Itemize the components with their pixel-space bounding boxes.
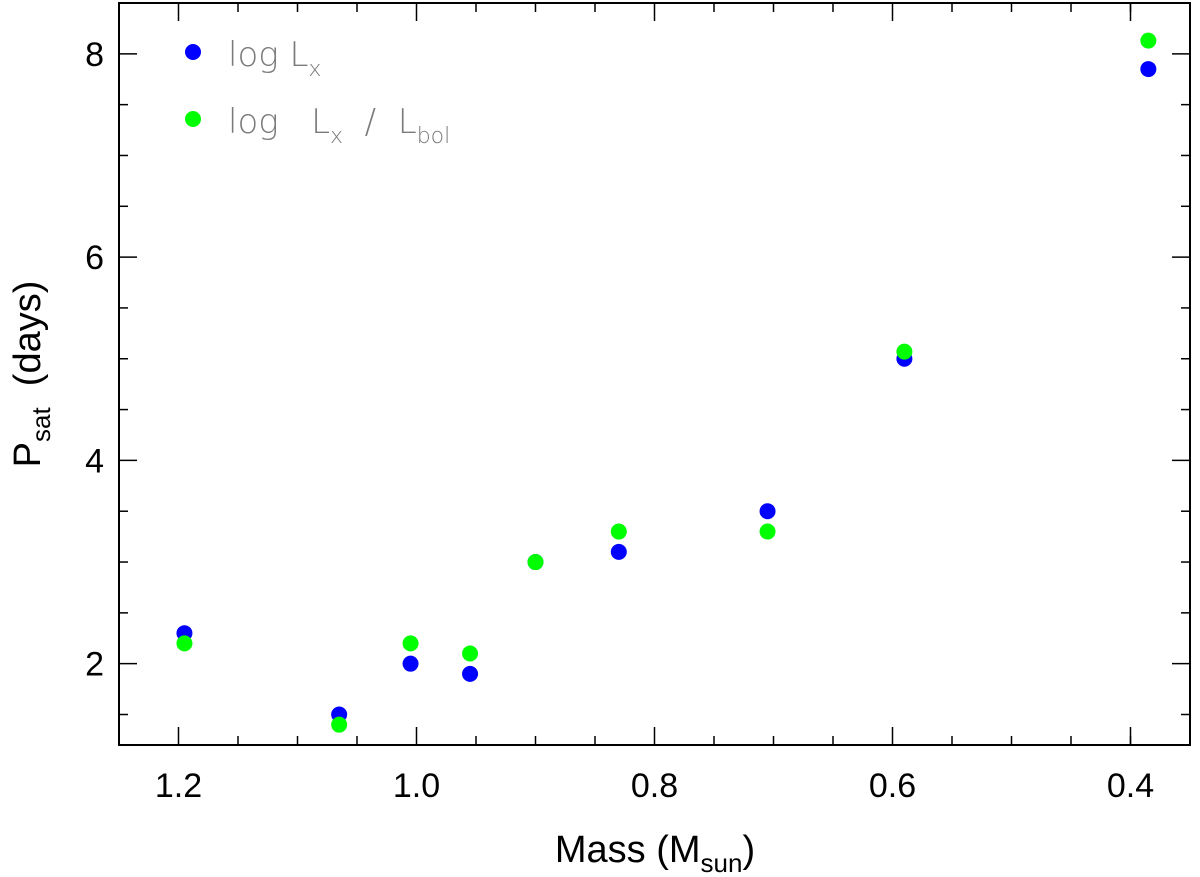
- data-point: [759, 523, 776, 540]
- y-tick-label: 2: [85, 646, 104, 684]
- data-point: [1140, 32, 1157, 49]
- data-point: [176, 635, 193, 652]
- data-point: [1140, 61, 1157, 78]
- data-point: [462, 645, 479, 662]
- y-tick-label: 8: [85, 36, 104, 74]
- data-point: [402, 655, 419, 672]
- y-tick-label: 4: [85, 442, 104, 480]
- data-point: [331, 716, 348, 733]
- x-tick-label: 1.0: [393, 767, 440, 805]
- legend-label-log-lx: log Lx: [228, 35, 321, 82]
- data-points: [176, 32, 1157, 733]
- data-point: [527, 554, 544, 571]
- x-tick-label: 1.2: [155, 767, 202, 805]
- y-axis-title: Psat (days): [7, 281, 56, 468]
- axis-tick-labels: 1.2 1.0 0.8 0.6 0.4 2 4 6 8: [85, 36, 1154, 805]
- x-tick-label: 0.8: [631, 767, 678, 805]
- x-tick-label: 0.4: [1107, 767, 1154, 805]
- legend-marker-log-lx-lbol: [185, 111, 201, 127]
- legend-marker-log-lx: [185, 44, 201, 60]
- y-tick-label: 6: [85, 239, 104, 277]
- x-tick-label: 0.6: [869, 767, 916, 805]
- legend: log Lx log Lx / Lbol: [185, 35, 450, 149]
- data-point: [462, 665, 479, 682]
- data-point: [402, 635, 419, 652]
- data-point: [610, 543, 627, 560]
- axis-ticks: [119, 3, 1191, 745]
- series-0: [176, 61, 1157, 723]
- data-point: [896, 343, 913, 360]
- x-axis-title: Mass (Msun): [555, 829, 755, 877]
- legend-label-log-lx-lbol: log Lx / Lbol: [228, 102, 450, 149]
- data-point: [610, 523, 627, 540]
- data-point: [759, 503, 776, 520]
- series-1: [176, 32, 1157, 733]
